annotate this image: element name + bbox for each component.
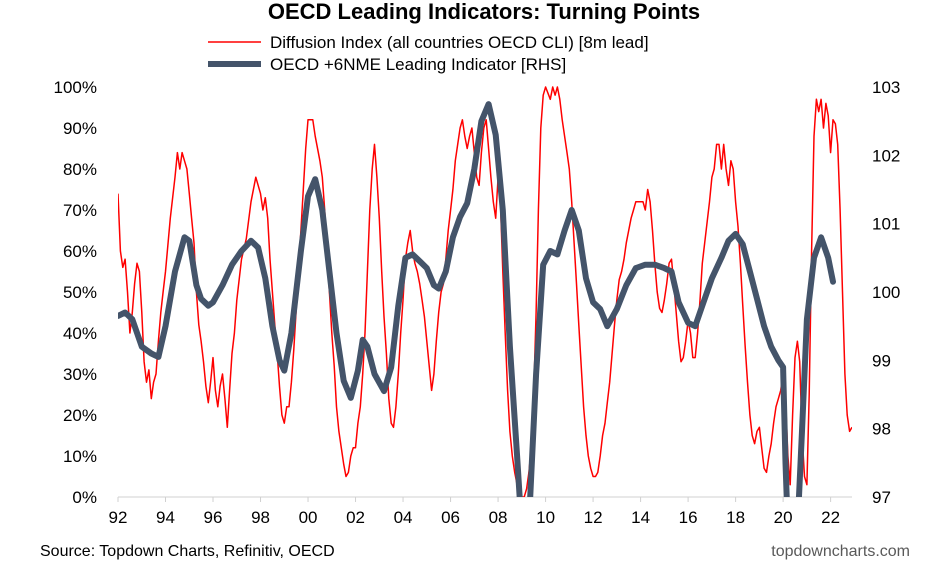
x-tick-label: 10: [536, 508, 555, 527]
y-left-tick-label: 90%: [63, 119, 97, 138]
x-tick-label: 16: [679, 508, 698, 527]
x-tick-label: 96: [204, 508, 223, 527]
y-left-tick-label: 60%: [63, 242, 97, 261]
x-tick-label: 92: [109, 508, 128, 527]
y-right-tick-label: 98: [872, 420, 891, 439]
y-left-tick-label: 80%: [63, 160, 97, 179]
x-tick-label: 06: [441, 508, 460, 527]
y-right-tick-label: 99: [872, 351, 891, 370]
y-right-tick-label: 101: [872, 215, 900, 234]
y-right-tick-label: 102: [872, 146, 900, 165]
x-tick-label: 12: [584, 508, 603, 527]
y-left-tick-label: 100%: [54, 78, 97, 97]
x-tick-label: 00: [299, 508, 318, 527]
x-tick-label: 14: [631, 508, 650, 527]
chart-title: OECD Leading Indicators: Turning Points: [268, 0, 700, 24]
x-tick-label: 20: [774, 508, 793, 527]
x-tick-label: 94: [156, 508, 175, 527]
y-axis-right: 97 98 99 100 101 102 103: [872, 78, 900, 507]
y-right-tick-label: 97: [872, 488, 891, 507]
series-line-diffusion-index: [118, 86, 852, 497]
x-tick-label: 04: [394, 508, 413, 527]
watermark: topdowncharts.com: [771, 543, 910, 560]
x-axis: 92 94 96 98 00 02 04 06 08 10 12 14 16 18 20 22: [109, 497, 840, 527]
plot-area: [118, 86, 852, 497]
x-tick-label: 18: [726, 508, 745, 527]
y-right-tick-label: 103: [872, 78, 900, 97]
legend-label-diffusion: Diffusion Index (all countries OECD CLI)…: [270, 33, 649, 52]
y-right-tick-label: 100: [872, 283, 900, 302]
x-tick-label: 08: [489, 508, 508, 527]
x-tick-label: 98: [251, 508, 270, 527]
legend-label-oecd-indicator: OECD +6NME Leading Indicator [RHS]: [270, 55, 566, 74]
y-left-tick-label: 30%: [63, 365, 97, 384]
y-left-tick-label: 20%: [63, 406, 97, 425]
y-left-tick-label: 40%: [63, 324, 97, 343]
x-tick-label: 22: [821, 508, 840, 527]
series-line-oecd-leading-indicator: [118, 101, 836, 497]
y-left-tick-label: 70%: [63, 201, 97, 220]
legend: Diffusion Index (all countries OECD CLI)…: [208, 33, 649, 74]
y-axis-left: 0% 10% 20% 30% 40% 50% 60% 70% 80% 90% 100%: [54, 78, 97, 507]
source-note: Source: Topdown Charts, Refinitiv, OECD: [40, 543, 335, 560]
y-left-tick-label: 10%: [63, 447, 97, 466]
y-left-tick-label: 0%: [72, 488, 97, 507]
y-left-tick-label: 50%: [63, 283, 97, 302]
x-tick-label: 02: [346, 508, 365, 527]
